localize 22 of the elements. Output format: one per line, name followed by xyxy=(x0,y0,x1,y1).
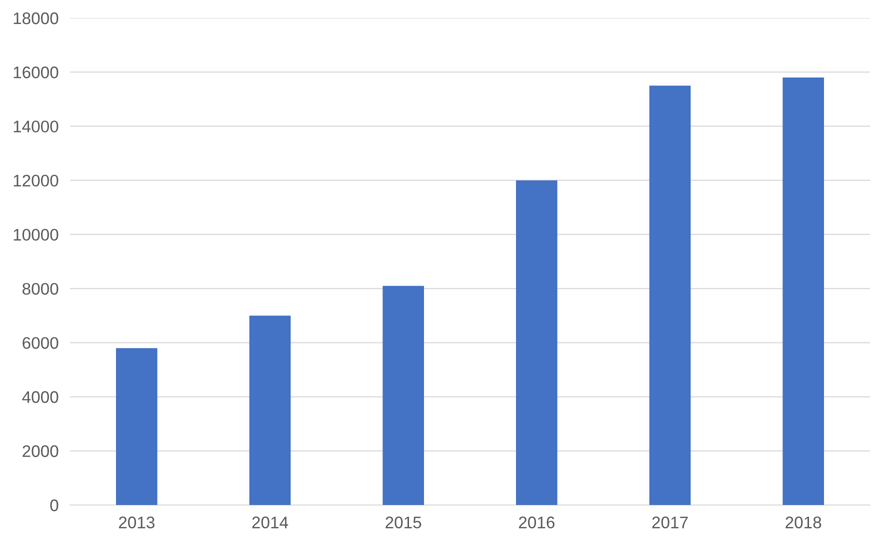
x-tick-label: 2013 xyxy=(118,516,154,528)
bar xyxy=(116,348,158,505)
y-tick-label: 6000 xyxy=(22,337,58,349)
y-tick-label: 4000 xyxy=(22,391,58,403)
bar xyxy=(649,86,691,505)
y-tick-label: 14000 xyxy=(14,120,58,132)
bar xyxy=(516,180,558,505)
y-tick-label: 2000 xyxy=(22,445,58,458)
y-tick-label: 8000 xyxy=(22,282,58,295)
x-tick-label: 2016 xyxy=(518,516,554,528)
y-tick-label: 12000 xyxy=(14,174,58,187)
bar xyxy=(382,286,424,505)
x-tick-label: 2015 xyxy=(386,516,422,528)
x-tick-label: 2014 xyxy=(252,516,288,528)
y-tick-label: 10000 xyxy=(14,228,58,241)
y-tick-label: 0 xyxy=(50,499,58,512)
x-tick-label: 2017 xyxy=(652,516,688,528)
bar xyxy=(249,316,291,505)
y-tick-label: 16000 xyxy=(14,66,58,78)
x-tick-label: 2018 xyxy=(786,516,822,528)
bar xyxy=(782,78,824,505)
y-tick-label: 18000 xyxy=(14,12,58,24)
